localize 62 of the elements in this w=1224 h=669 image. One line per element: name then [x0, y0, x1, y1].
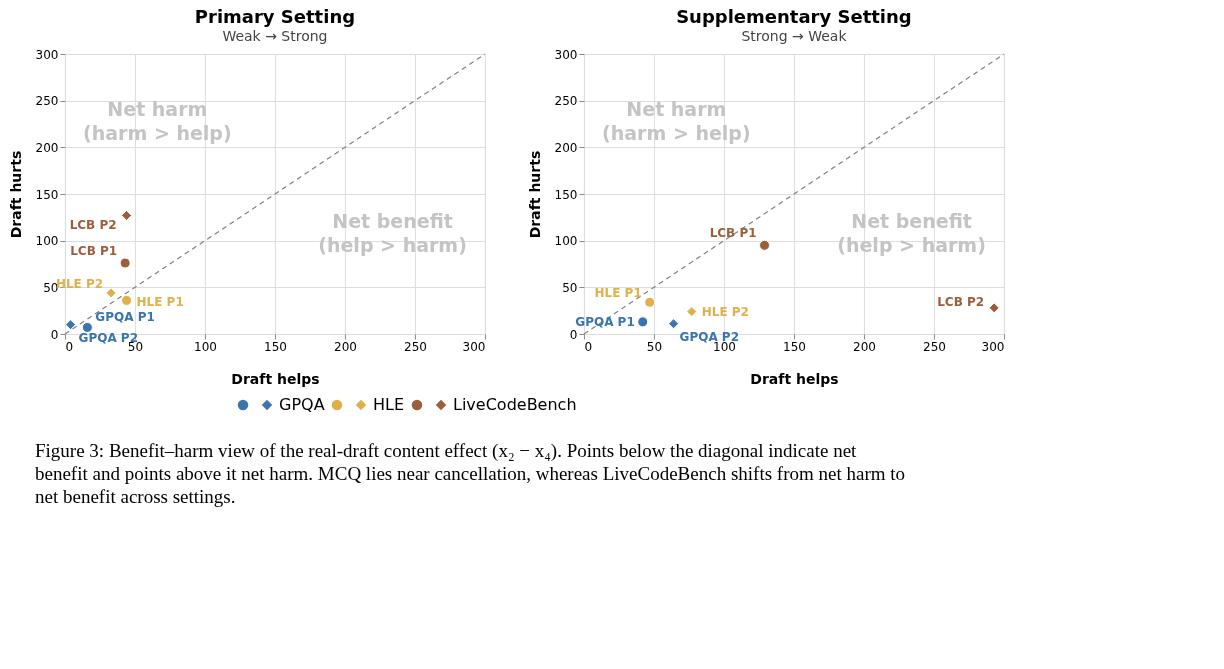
y-tick-label: 150	[35, 187, 59, 202]
point	[644, 296, 656, 308]
x-tick-label: 300	[462, 339, 486, 354]
x-tick-label: 150	[783, 339, 806, 354]
y-axis-title: Draft hurts	[7, 150, 24, 239]
chart-subtitle: Weak → Strong	[222, 28, 328, 44]
point	[81, 321, 93, 333]
x-tick-label: 50	[646, 339, 663, 354]
caption: Figure 3: Benefit–harm view of the real-draft content effect (x₂ − x₄). Points below the diagonal indicate net benefit and points above it net harm. MCQ lies near cancellation, whereas LiveCodeBench shifts from net harm to net benefit across settings.	[35, 440, 906, 507]
x-tick-label: 0	[65, 339, 74, 354]
x-axis-title: Draft helps	[231, 370, 320, 387]
x-tick-label: 100	[194, 339, 217, 354]
legend-label: LiveCodeBench	[453, 395, 577, 414]
y-tick-label: 300	[554, 47, 578, 62]
x-tick-label: 250	[923, 339, 946, 354]
legend-label: HLE	[373, 395, 405, 414]
y-axis-title: Draft hurts	[526, 150, 543, 239]
point	[988, 302, 1000, 314]
y-tick-label: 300	[35, 47, 59, 62]
point	[65, 319, 77, 331]
y-tick-label: 0	[569, 327, 578, 342]
legend-label: GPQA	[279, 395, 325, 414]
point	[121, 294, 133, 306]
point	[119, 257, 131, 269]
data-label: GPQA P1	[575, 314, 635, 329]
y-tick-label: 200	[35, 140, 59, 155]
data-label: GPQA P1	[95, 310, 155, 325]
x-tick-label: 200	[853, 339, 876, 354]
y-tick-label: 100	[35, 234, 59, 249]
chart-subtitle: Strong → Weak	[741, 28, 848, 44]
y-tick-label: 200	[554, 140, 578, 155]
data-label: LCB P2	[937, 294, 985, 309]
point	[668, 318, 680, 330]
y-tick-label: 250	[554, 94, 578, 109]
y-tick-label: 100	[554, 234, 578, 249]
annotation: Net harm (harm > help)	[83, 98, 232, 144]
point	[637, 316, 649, 328]
annotation: Net benefit (help > harm)	[837, 210, 986, 256]
x-tick-label: 250	[404, 339, 427, 354]
data-label: LCB P1	[709, 226, 757, 241]
chart-title: Supplementary Setting	[676, 6, 912, 27]
point	[759, 239, 771, 251]
data-label: HLE P1	[136, 295, 184, 310]
x-tick-label: 0	[584, 339, 593, 354]
y-tick-label: 0	[50, 327, 59, 342]
point	[686, 306, 698, 318]
x-tick-label: 300	[981, 339, 1005, 354]
annotation: Net harm (harm > help)	[602, 98, 751, 144]
annotation: Net benefit (help > harm)	[318, 210, 467, 256]
data-label: HLE P1	[594, 286, 642, 301]
data-label: HLE P2	[701, 304, 749, 319]
x-axis-title: Draft helps	[750, 370, 839, 387]
data-label: LCB P1	[70, 244, 118, 259]
x-tick-label: 150	[264, 339, 287, 354]
data-label: LCB P2	[69, 218, 117, 233]
y-tick-label: 150	[554, 187, 578, 202]
x-tick-label: 200	[334, 339, 357, 354]
point	[105, 287, 117, 299]
y-tick-label: 50	[562, 280, 578, 295]
point	[121, 209, 133, 221]
y-tick-label: 250	[35, 94, 59, 109]
chart-title: Primary Setting	[194, 6, 356, 27]
